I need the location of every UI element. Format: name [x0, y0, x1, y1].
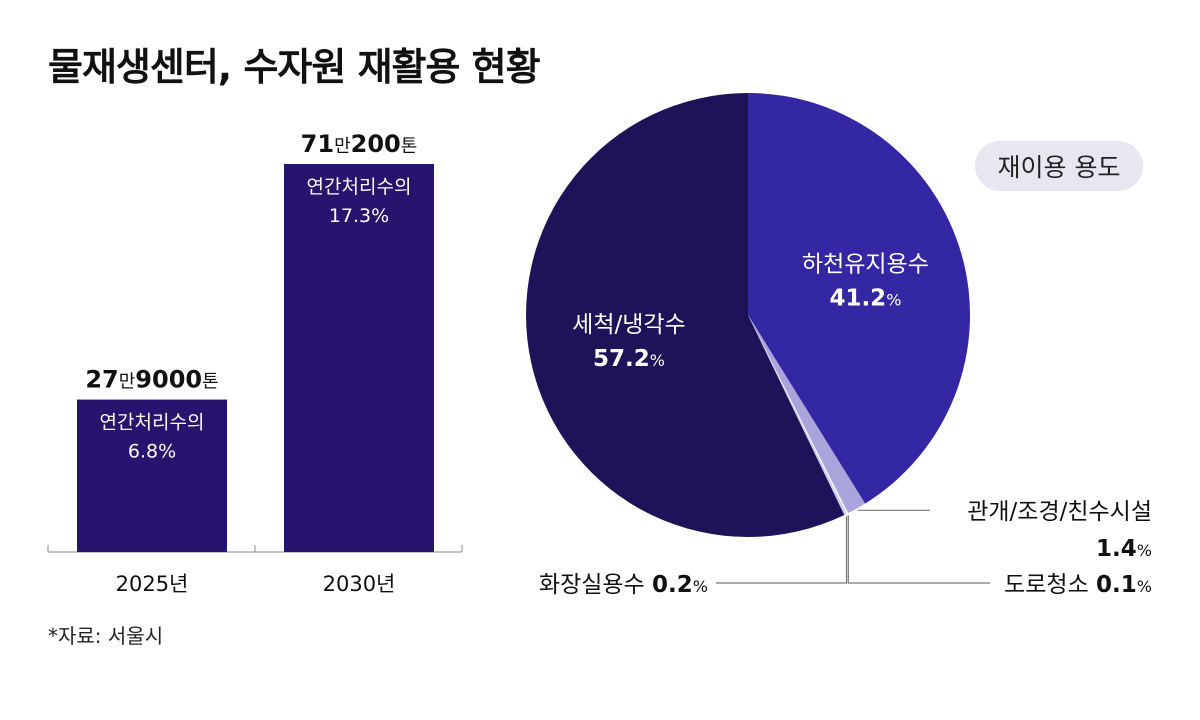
bar-value-label-0: 27만9000톤 [85, 366, 218, 394]
pie-slice-1 [748, 315, 866, 514]
pie-legend-title: 재이용 용도 [975, 141, 1143, 191]
pie-slice-0 [748, 93, 971, 504]
pie-label-0: 하천유지용수 [802, 252, 929, 278]
pie-value-4: 57.2% [593, 346, 665, 372]
pie-leader-2 [847, 515, 990, 584]
pie-slice-4 [526, 93, 845, 537]
source-note: *자료: 서울시 [48, 624, 164, 648]
bar-0 [77, 399, 227, 552]
bar-1 [284, 164, 434, 552]
bar-inner-pct-1: 17.3% [329, 205, 389, 227]
bar-inner-label-1: 연간처리수의 [307, 176, 412, 198]
pie-label-4: 세척/냉각수 [572, 312, 686, 338]
pie-slice-2 [748, 315, 849, 514]
pie-slice-3 [748, 315, 847, 516]
pie-value-1: 1.4% [1096, 536, 1152, 562]
bar-value-label-1: 71만200톤 [301, 130, 418, 158]
pie-leader-3 [716, 516, 848, 584]
pie-label-3: 화장실용수 0.2% [539, 572, 708, 598]
bar-inner-pct-0: 6.8% [128, 441, 176, 463]
pie-label-1: 관개/조경/친수시설 [967, 499, 1152, 525]
bar-inner-label-0: 연간처리수의 [100, 412, 205, 434]
chart-title: 물재생센터, 수자원 재활용 현황 [48, 45, 541, 89]
x-tick-label-0: 2025년 [116, 572, 189, 596]
pie-label-2: 도로청소 0.1% [1004, 572, 1152, 598]
pie-value-0: 41.2% [829, 286, 901, 312]
x-tick-label-1: 2030년 [323, 572, 396, 596]
